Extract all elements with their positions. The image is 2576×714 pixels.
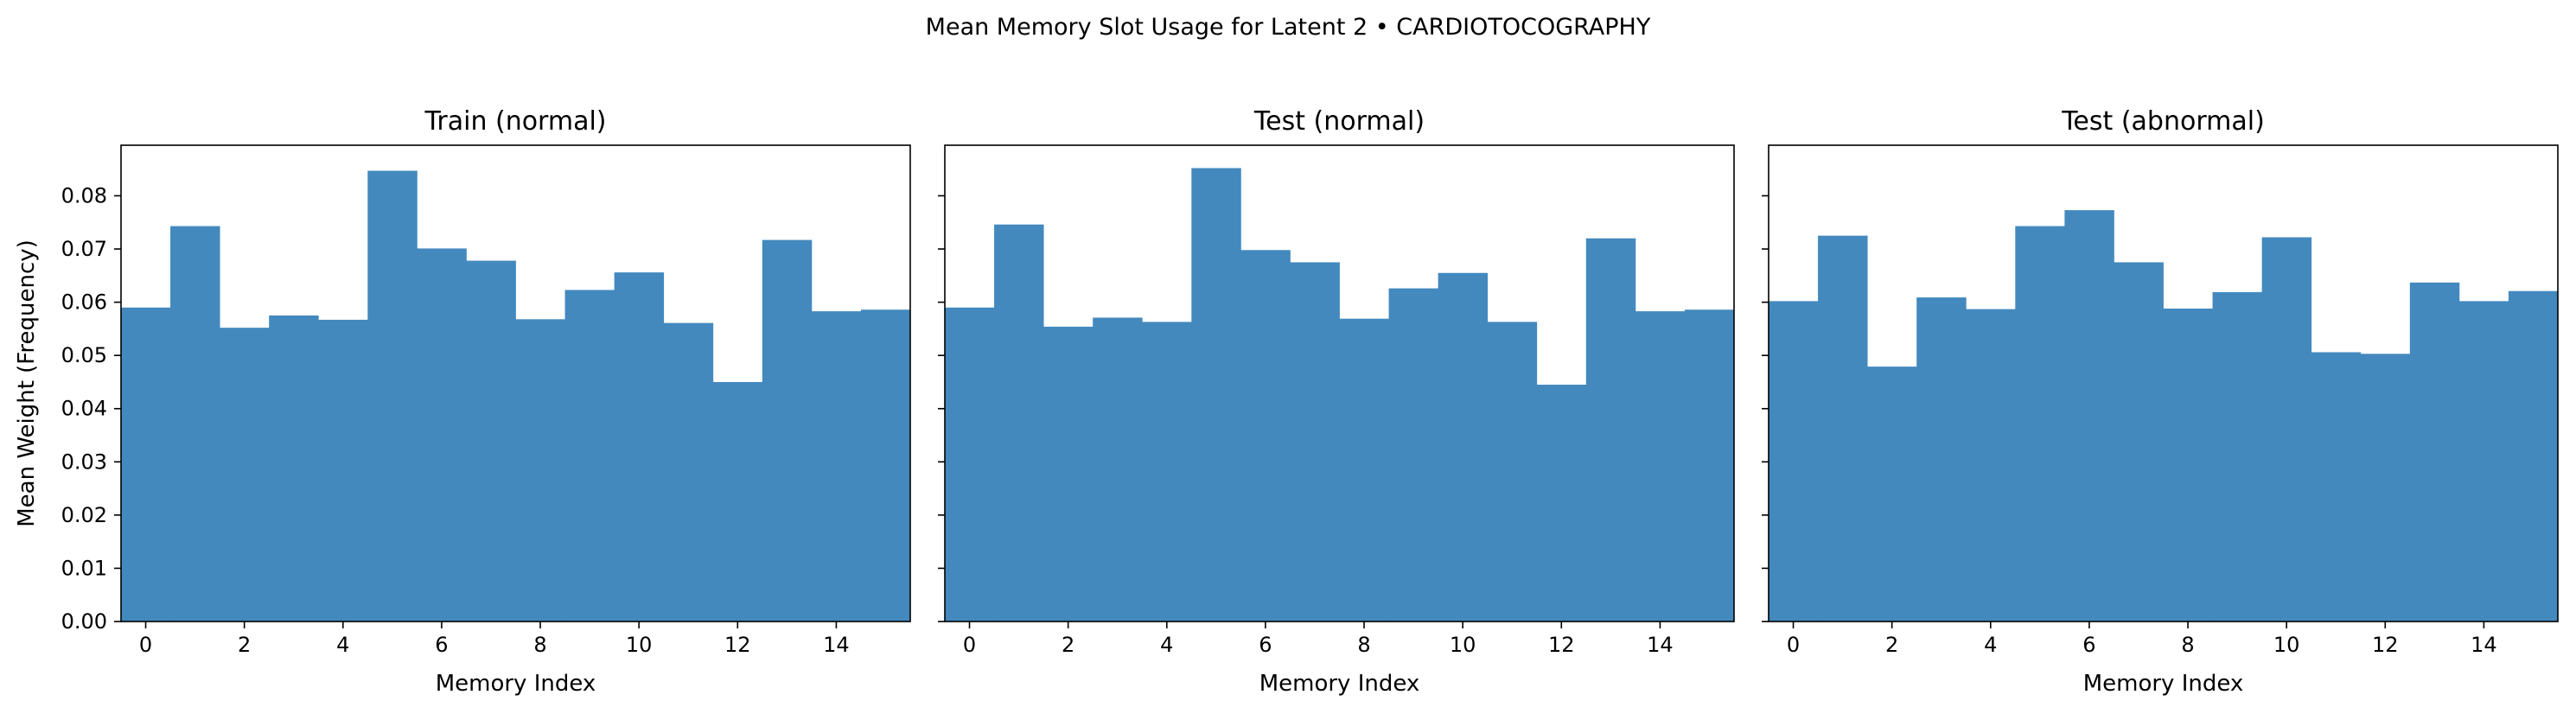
axes-frame: [120, 144, 911, 622]
x-tick-label: 2: [1885, 633, 1898, 657]
bar: [121, 307, 171, 622]
bar: [1191, 168, 1241, 622]
x-tick-label: 0: [139, 633, 152, 657]
x-axis-label: Memory Index: [1259, 671, 1420, 697]
bar: [367, 170, 418, 622]
bar: [170, 226, 220, 622]
bar: [515, 319, 565, 622]
y-tick-label: 0.06: [61, 290, 107, 315]
subplot-title: Test (normal): [1253, 106, 1425, 137]
bar: [945, 307, 995, 622]
x-tick-label: 0: [1787, 633, 1800, 657]
y-tick-label: 0.00: [61, 609, 107, 634]
x-tick-label: 6: [2082, 633, 2095, 657]
bar: [2458, 301, 2509, 622]
bar: [1240, 250, 1291, 622]
x-tick-label: 14: [1647, 633, 1674, 657]
y-tick-label: 0.08: [61, 183, 107, 207]
bar: [2064, 210, 2114, 622]
bar: [1966, 309, 2016, 622]
bar: [762, 239, 813, 622]
bar: [1916, 297, 1967, 622]
subplot-title: Test (abnormal): [2061, 106, 2265, 137]
bar: [1867, 367, 1917, 622]
bar: [417, 248, 467, 622]
x-axis-label: Memory Index: [2083, 671, 2244, 697]
x-tick-label: 12: [724, 633, 751, 657]
bar: [1487, 322, 1538, 622]
y-tick-label: 0.04: [61, 397, 107, 421]
y-axis-label: Mean Weight (Frequency): [14, 239, 40, 527]
bar: [1043, 326, 1094, 622]
bar: [2261, 237, 2312, 622]
x-tick-label: 8: [1357, 633, 1370, 657]
bar: [614, 272, 665, 622]
bar: [1585, 238, 1636, 622]
bar: [2114, 262, 2164, 622]
bar: [994, 224, 1044, 622]
y-tick-label: 0.01: [61, 556, 107, 580]
bar: [712, 381, 763, 622]
x-tick-label: 2: [1062, 633, 1074, 657]
bar: [2212, 291, 2263, 622]
x-tick-label: 10: [2273, 633, 2300, 657]
bar: [2508, 290, 2559, 622]
bar: [1438, 272, 1489, 622]
y-tick-label: 0.03: [61, 449, 107, 474]
bar: [1536, 385, 1587, 622]
x-tick-label: 4: [1160, 633, 1173, 657]
bar: [1290, 262, 1340, 622]
x-tick-label: 10: [1450, 633, 1476, 657]
bar: [318, 319, 368, 622]
bar: [269, 316, 319, 622]
bar: [1142, 322, 1192, 622]
axes-frame: [1768, 144, 2559, 622]
x-tick-label: 6: [435, 633, 448, 657]
bar: [860, 309, 911, 622]
x-tick-label: 12: [1548, 633, 1575, 657]
bar: [564, 290, 615, 622]
bar: [663, 322, 714, 622]
y-tick-label: 0.02: [61, 503, 107, 527]
x-tick-label: 6: [1259, 633, 1272, 657]
axes-frame: [944, 144, 1735, 622]
bar: [1635, 311, 1686, 622]
bar: [811, 311, 862, 622]
bar: [1388, 288, 1439, 622]
bar: [220, 328, 270, 622]
bar: [1818, 235, 1868, 622]
chart-panels: 0 2 4 6 8 10 12 14 0.00 0.01 0.02 0.03 0.04 0.05 0.06 0…: [14, 106, 2559, 697]
bar: [1684, 309, 1735, 622]
x-tick-label: 14: [823, 633, 850, 657]
x-tick-label: 14: [2471, 633, 2497, 657]
subplot-title: Train (normal): [424, 106, 606, 137]
x-tick-label: 8: [2181, 633, 2194, 657]
chart-panel-2: 0 2 4 6 8 10 12 14 Test (normal) Memory Index: [938, 106, 1735, 697]
y-tick-label: 0.07: [61, 237, 107, 261]
bar: [2360, 354, 2411, 622]
x-tick-label: 2: [238, 633, 251, 657]
bar: [2311, 352, 2362, 622]
chart-panel-1: 0 2 4 6 8 10 12 14 0.00 0.01 0.02 0.03 0.04 0.05 0.06 0…: [14, 106, 911, 697]
bar: [2015, 226, 2065, 622]
x-tick-label: 12: [2372, 633, 2399, 657]
bar: [466, 260, 516, 622]
chart-panel-3: 0 2 4 6 8 10 12 14 Test (abnormal) Memory Index: [1762, 106, 2559, 697]
x-tick-label: 10: [626, 633, 653, 657]
bar: [2163, 309, 2213, 622]
bar: [1339, 318, 1389, 622]
bar: [1093, 317, 1143, 622]
x-tick-label: 4: [336, 633, 349, 657]
y-tick-label: 0.05: [61, 343, 107, 367]
bar: [1769, 301, 1819, 622]
x-tick-label: 0: [963, 633, 976, 657]
x-axis-label: Memory Index: [436, 671, 596, 697]
figure-title: Mean Memory Slot Usage for Latent 2 • CA…: [926, 14, 1651, 41]
bar: [2409, 282, 2460, 622]
x-tick-label: 8: [533, 633, 546, 657]
x-tick-label: 4: [1984, 633, 1997, 657]
